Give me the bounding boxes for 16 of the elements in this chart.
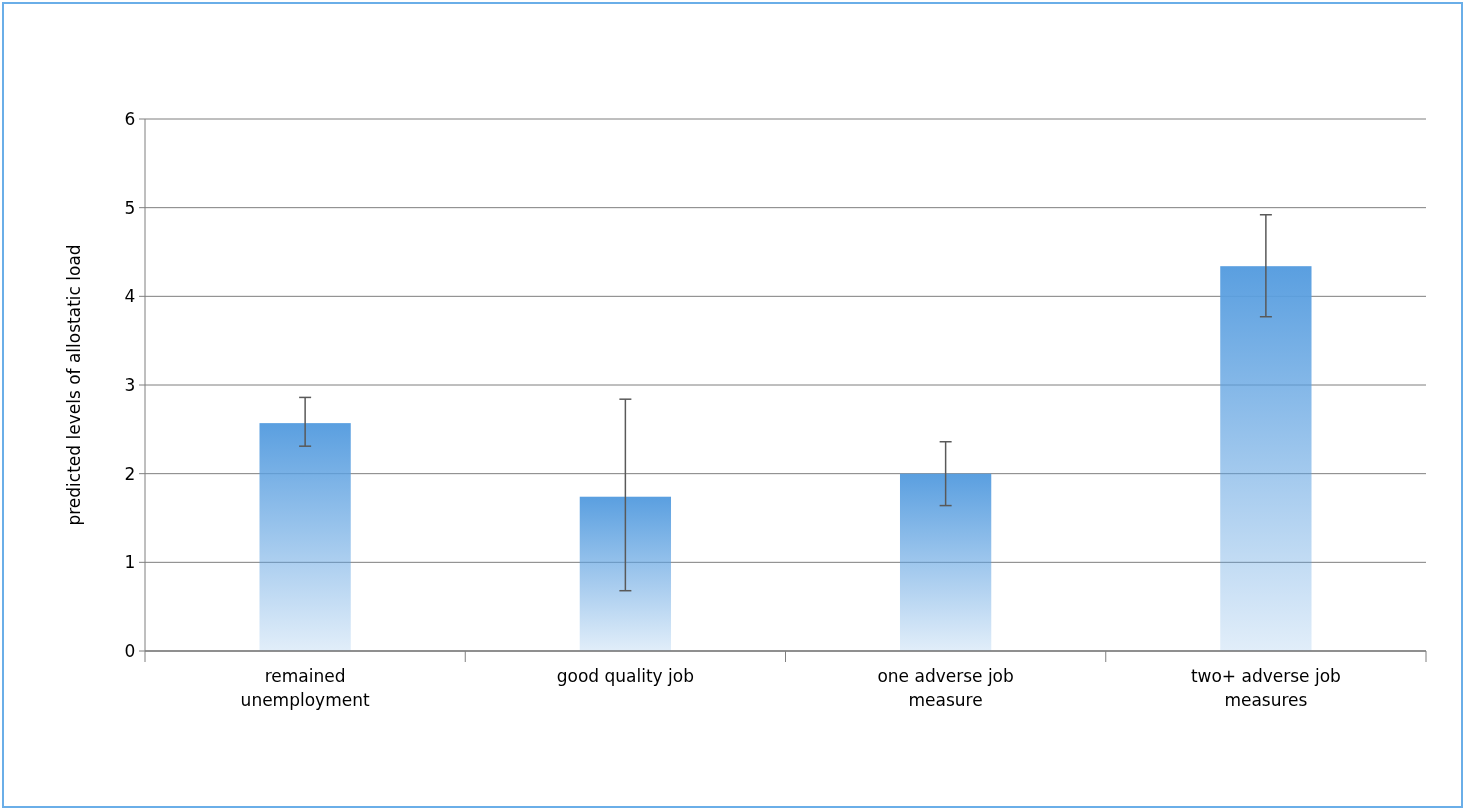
x-tick-label: good quality job: [556, 666, 695, 686]
bar: [899, 473, 992, 651]
y-tick-label: 2: [124, 463, 136, 484]
y-axis-title: predicted levels of allostatic load: [64, 244, 84, 526]
y-tick-label: 5: [124, 197, 136, 218]
y-tick-label: 6: [124, 108, 136, 129]
bar: [1220, 266, 1312, 651]
x-tick-label: one adverse job measure: [877, 666, 1014, 710]
y-tick-label: 1: [124, 552, 136, 573]
y-tick-label: 3: [124, 374, 136, 395]
x-tick-label: two+ adverse job measures: [1190, 666, 1341, 710]
x-tick-label: remained unemployment: [240, 666, 370, 710]
y-tick-label: 4: [124, 286, 136, 307]
bar: [579, 496, 672, 651]
bar: [259, 423, 351, 651]
y-tick-label: 0: [124, 640, 136, 661]
